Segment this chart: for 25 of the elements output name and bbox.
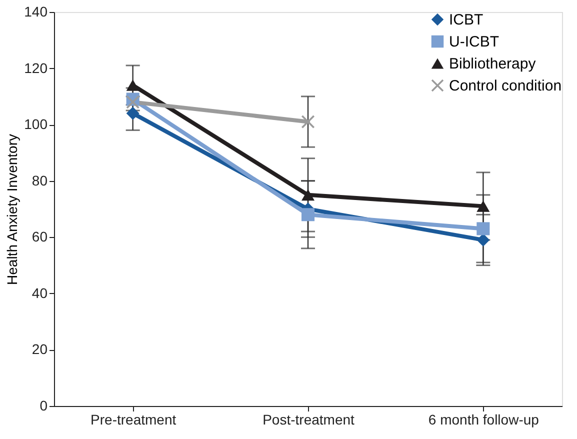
y-tick-label: 80 (32, 172, 48, 188)
point (476, 222, 490, 236)
y-tick-label: 20 (32, 341, 48, 358)
y-tick-label: 120 (24, 60, 48, 76)
y-tick-label: 60 (32, 228, 48, 245)
y-axis-title: Health Anxiety Inventory (4, 134, 20, 285)
point (476, 233, 490, 246)
y-tick-label: 0 (40, 398, 48, 414)
y-tick-label: 140 (24, 4, 48, 20)
x-tick-label: Pre-treatment (90, 412, 176, 428)
x-tick-label: 6 month follow-up (428, 412, 540, 428)
point (126, 80, 140, 91)
point (301, 115, 315, 128)
legend-label: Bibliotherapy (449, 56, 536, 72)
point (126, 106, 140, 120)
legend-label: Control condition (449, 78, 562, 94)
y-tick-label: 40 (32, 284, 48, 301)
x-tick-label: Post-treatment (262, 412, 355, 428)
point (126, 96, 140, 109)
point (301, 189, 315, 201)
y-tick-label: 100 (24, 116, 48, 132)
point (301, 208, 315, 222)
point (476, 200, 490, 212)
legend-label: U-ICBT (449, 34, 499, 50)
legend-label: ICBT (449, 12, 484, 28)
